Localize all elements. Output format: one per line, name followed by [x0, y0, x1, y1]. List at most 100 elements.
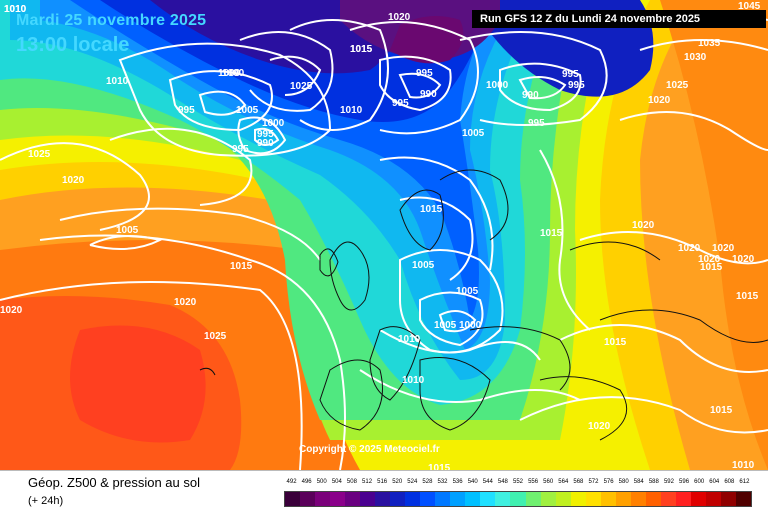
isobar-label: 995 — [562, 69, 579, 80]
isobar-label: 1025 — [666, 80, 689, 91]
color-scale-swatch — [600, 492, 616, 506]
color-scale-tick-label: 560 — [543, 479, 554, 485]
isobar-label: 995 — [232, 144, 249, 155]
color-scale-tick-label: 572 — [588, 479, 599, 485]
color-scale-swatch — [390, 492, 406, 506]
lead-time: (+ 24h) — [28, 495, 64, 507]
field-orange-east — [660, 0, 768, 470]
color-scale-swatch — [555, 492, 571, 506]
isobar-label: 1015 — [604, 337, 627, 348]
isobar-label: 1020 — [388, 12, 411, 23]
isobar-label: 1010 — [340, 105, 363, 116]
isobar-label: 1020 — [174, 297, 197, 308]
color-scale-tick-label: 508 — [346, 479, 357, 485]
color-scale-swatch — [315, 492, 331, 506]
isobar-label: 1015 — [700, 262, 723, 273]
coastlines — [199, 169, 768, 441]
color-scale-swatch — [450, 492, 466, 506]
color-scale-tick-label: 596 — [679, 479, 690, 485]
pressure-labels: 1010 1015 1020 1045 1035 1030 1025 1020 … — [0, 1, 761, 470]
color-scale-swatch — [375, 492, 391, 506]
color-scale-swatch — [675, 492, 691, 506]
color-scale-swatch — [345, 492, 361, 506]
color-scale-tick-label: 556 — [528, 479, 539, 485]
isobar-label: 1000 — [222, 68, 245, 79]
isobars — [0, 14, 768, 470]
color-scale-swatch — [660, 492, 676, 506]
isobar-label: 995 — [568, 80, 585, 91]
color-scale-ticks: 492 496 500 504 508 512 516 520 524 528 532 536 540 5… — [284, 479, 752, 489]
color-scale-tick-label: 588 — [648, 479, 659, 485]
color-scale-tick-label: 604 — [709, 479, 720, 485]
isobar-label: 995 — [257, 129, 274, 140]
color-scale-swatches — [284, 491, 752, 507]
isobar-label: 1020 — [698, 254, 721, 265]
isobar-label: 990 — [522, 90, 539, 101]
forecast-date: Mardi 25 novembre 2025 — [16, 12, 207, 29]
isobar-label: 1005 — [456, 286, 479, 297]
parameter-title: Géop. Z500 & pression au sol — [28, 475, 200, 490]
color-scale-tick-label: 608 — [724, 479, 735, 485]
isobar-label: 1025 — [204, 331, 227, 342]
isobar-label: 1010 — [398, 334, 421, 345]
color-scale-swatch — [465, 492, 481, 506]
color-scale-tick-label: 568 — [573, 479, 584, 485]
color-scale-swatch — [705, 492, 721, 506]
color-scale-swatch — [510, 492, 526, 506]
isobar-label: 995 — [416, 68, 433, 79]
isobar-label: 1020 — [712, 243, 735, 254]
color-scale-swatch — [645, 492, 661, 506]
isobar-label: 1010 — [4, 4, 27, 15]
isobar-label: 1025 — [28, 149, 51, 160]
isobar-label: 1015 — [420, 204, 443, 215]
color-scale-tick-label: 524 — [407, 479, 418, 485]
color-scale-tick-label: 600 — [694, 479, 705, 485]
color-scale-tick-label: 504 — [331, 479, 342, 485]
isobar-label: 1015 — [710, 405, 733, 416]
color-scale-tick-label: 512 — [362, 479, 373, 485]
field-red-core — [70, 325, 206, 443]
field-purple-core — [390, 16, 464, 64]
isobar-label: 995 — [392, 98, 409, 109]
color-scale-swatch — [585, 492, 601, 506]
isobar-label: 1020 — [632, 220, 655, 231]
color-scale-tick-label: 612 — [739, 479, 750, 485]
color-scale-tick-label: 576 — [603, 479, 614, 485]
color-scale-tick-label: 540 — [467, 479, 478, 485]
isobar-label: 1045 — [738, 1, 761, 12]
color-scale-tick-label: 544 — [482, 479, 493, 485]
color-scale: 492 496 500 504 508 512 516 520 524 528 532 536 540 5… — [284, 479, 752, 507]
isobar-label: 1035 — [698, 38, 721, 49]
color-scale-swatch — [405, 492, 421, 506]
color-scale-swatch — [330, 492, 346, 506]
isobar-label: 1010 — [106, 76, 129, 87]
color-scale-swatch — [690, 492, 706, 506]
isobar-label: 1020 — [732, 254, 755, 265]
color-scale-tick-label: 516 — [377, 479, 388, 485]
color-scale-tick-label: 548 — [497, 479, 508, 485]
color-scale-tick-label: 536 — [452, 479, 463, 485]
isobar-label: 995 — [528, 118, 545, 129]
forecast-time: 13:00 locale — [16, 34, 130, 56]
color-scale-tick-label: 496 — [301, 479, 312, 485]
color-scale-swatch — [570, 492, 586, 506]
isobar-label: 1005 — [434, 320, 457, 331]
isobar-label: 1020 — [678, 243, 701, 254]
isobar-label: 1005 — [116, 225, 139, 236]
isobar-label: 1005 — [412, 260, 435, 271]
color-scale-swatch — [525, 492, 541, 506]
color-scale-tick-label: 580 — [618, 479, 629, 485]
isobar-label: 1000 — [459, 320, 482, 331]
isobar-label: 995 — [178, 105, 195, 116]
isobar-label: 990 — [257, 138, 274, 149]
isobar-label: 1000 — [262, 118, 285, 129]
isobar-label: 1005 — [236, 105, 259, 116]
color-scale-swatch — [720, 492, 736, 506]
color-scale-swatch — [360, 492, 376, 506]
color-scale-tick-label: 500 — [316, 479, 327, 485]
model-run-info: Run GFS 12 Z du Lundi 24 novembre 2025 — [472, 10, 766, 28]
isobar-label: 1015 — [350, 44, 373, 55]
color-scale-tick-label: 520 — [392, 479, 403, 485]
color-scale-swatch — [615, 492, 631, 506]
legend-bar: Géop. Z500 & pression au sol (+ 24h) 492… — [0, 470, 768, 513]
